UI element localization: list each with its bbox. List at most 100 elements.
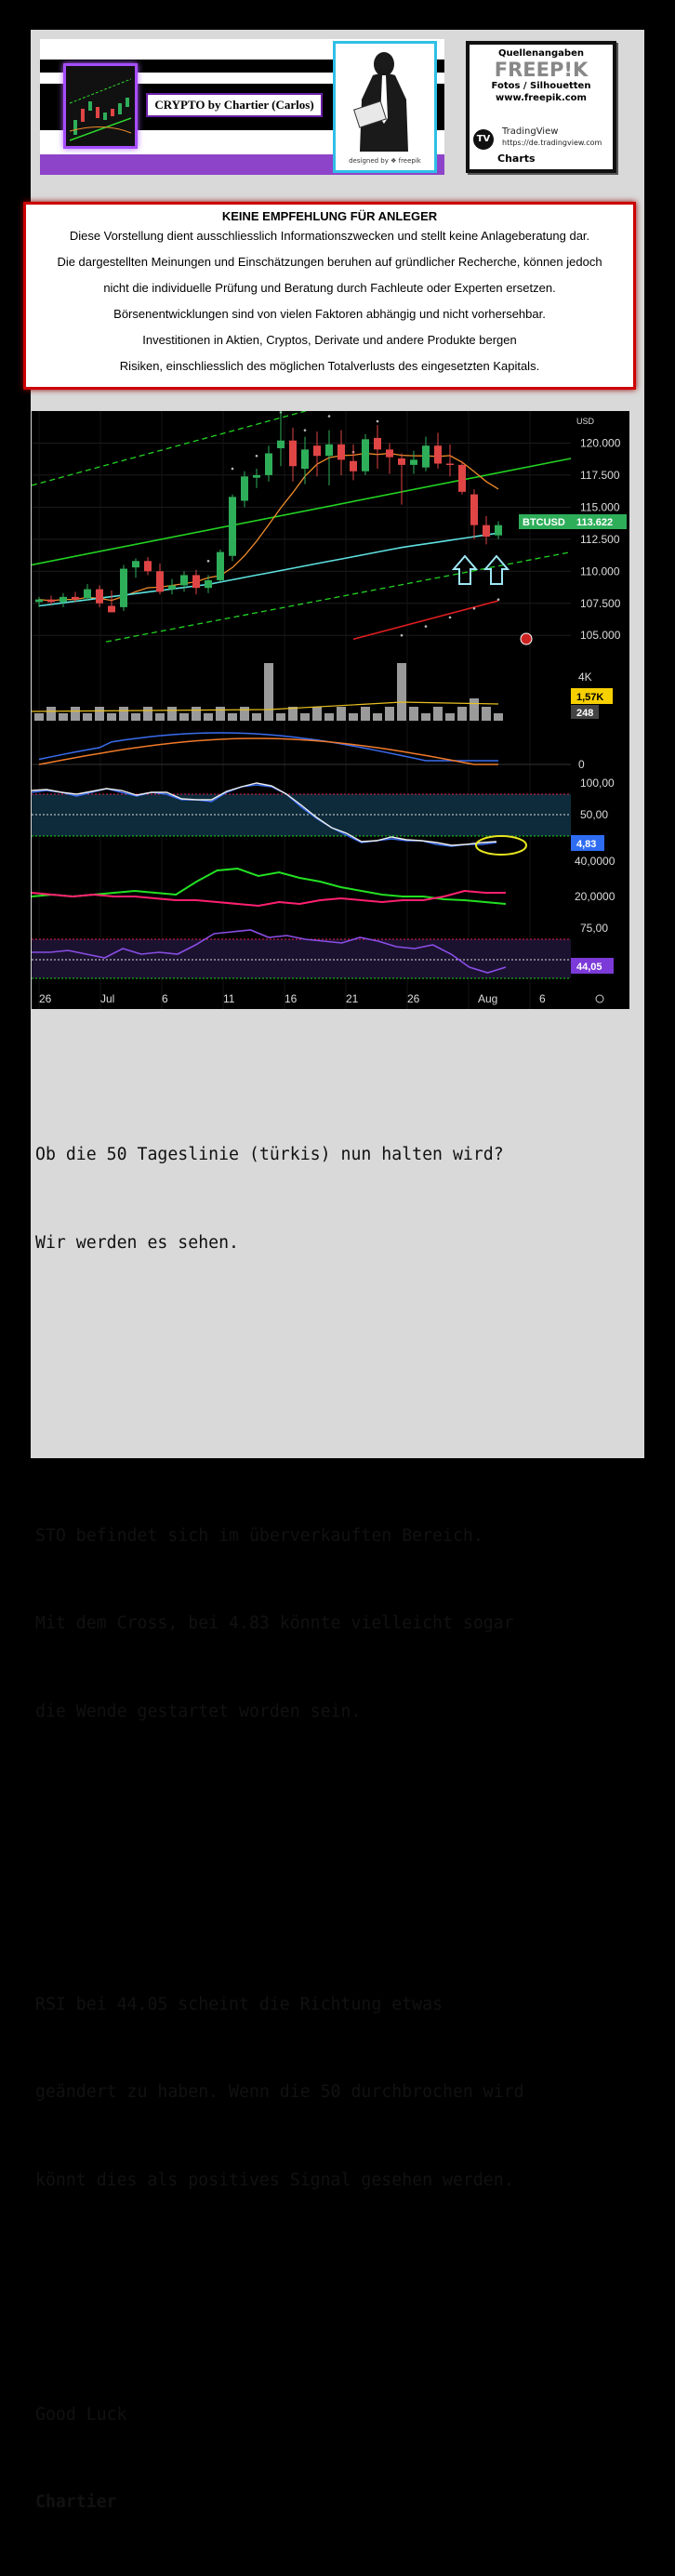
text-line: Wir werden es sehen. — [35, 1232, 239, 1253]
chart-canvas: 120.000 117.500 115.000 112.500 110.000 107.5… — [31, 402, 627, 1009]
sar-dot — [472, 606, 476, 610]
signature: Chartier — [35, 2492, 117, 2512]
candle-body — [35, 599, 43, 603]
candle-body — [60, 596, 67, 603]
volume-bar — [107, 713, 116, 721]
candle-body — [156, 571, 164, 592]
trendline — [31, 458, 572, 566]
tradingview-name: TradingView — [502, 126, 559, 137]
settings-gear-icon — [595, 994, 604, 1003]
candle-body — [483, 524, 490, 538]
candle-body — [325, 444, 333, 457]
candle-body — [301, 449, 309, 470]
volume-bar — [216, 707, 225, 721]
tradingview-url[interactable]: https://de.tradingview.com — [502, 139, 602, 147]
channel-upper — [31, 404, 330, 486]
sar-dot — [448, 616, 452, 619]
sto-tick-label: 50,00 — [580, 808, 608, 821]
sar-dot — [376, 419, 379, 423]
disclaimer-line: Risiken, einschliesslich des möglichen T… — [119, 359, 540, 373]
sto-value: 4,83 — [576, 839, 596, 850]
volume-bar — [204, 713, 213, 721]
macd-tick-label: 0 — [578, 758, 585, 771]
last-price-badge — [573, 514, 627, 529]
candle-body — [180, 575, 188, 586]
volume-bar — [264, 663, 273, 721]
volume-bar — [385, 707, 394, 721]
sar-dot — [303, 429, 307, 432]
volume-bar — [34, 713, 44, 721]
x-tick-label: 26 — [39, 992, 52, 1005]
volume-value: 248 — [576, 708, 593, 719]
candle-body — [229, 497, 236, 556]
volume-bar — [228, 713, 237, 721]
annotation-up-arrow-icon — [451, 554, 479, 585]
volume-bar — [192, 707, 201, 721]
sar-dot — [255, 454, 258, 458]
sar-dot — [231, 467, 234, 471]
annotation-up-arrow-icon — [483, 554, 510, 585]
candle-body — [108, 605, 115, 613]
candle-body — [47, 599, 55, 603]
btcusd-chart-screenshot: 120.000 117.500 115.000 112.500 110.000 107.5… — [31, 402, 629, 1009]
volume-bar — [482, 707, 491, 721]
rsi-value: 44,05 — [576, 962, 602, 973]
price-tick-label: 112.500 — [580, 533, 620, 546]
rsi-value-badge — [571, 958, 614, 974]
volume-bar — [494, 713, 503, 721]
volume-bar — [276, 713, 285, 721]
candle-body — [132, 561, 139, 568]
candle-body — [277, 440, 285, 448]
x-tick-label: 11 — [223, 992, 235, 1005]
volume-bar — [119, 707, 128, 721]
text-line: Mit dem Cross, bei 4.83 könnte vielleich… — [35, 1613, 514, 1633]
sar-dot — [400, 633, 404, 637]
post-text: Ob die 50 Tageslinie (türkis) nun halten… — [35, 1023, 640, 2576]
candle-body — [144, 561, 152, 572]
freepik-url[interactable]: www.freepik.com — [496, 93, 587, 103]
x-tick-label: 16 — [285, 992, 298, 1005]
candle-body — [265, 453, 272, 475]
last-price-label: 113.622 — [576, 517, 613, 528]
candle-body — [362, 439, 369, 471]
price-tick-label: 120.000 — [580, 436, 621, 449]
text-line: STO befindet sich im überverkauften Bere… — [35, 1525, 483, 1546]
candle-body — [338, 444, 345, 460]
text-line: RSI bei 44.05 scheint die Richtung etwas — [35, 1994, 443, 2014]
dmi-plus-line — [31, 867, 507, 905]
volume-bar — [445, 713, 455, 721]
paragraph-ma50: Ob die 50 Tageslinie (türkis) nun halten… — [35, 1082, 640, 1316]
candle-body — [289, 440, 297, 467]
price-tick-label: 110.000 — [580, 564, 620, 578]
rsi-line — [32, 929, 507, 974]
volume-badge — [571, 705, 599, 719]
volume-bar — [349, 713, 358, 721]
tradingview-credit: TV TradingView https://de.tradingview.co… — [473, 126, 613, 151]
candle-body — [313, 445, 321, 457]
candle-body — [386, 449, 393, 458]
post-card: CRYPTO by Chartier (Carlos) designed by … — [23, 30, 644, 2512]
candle-body — [350, 460, 357, 471]
sar-dot — [327, 415, 331, 418]
disclaimer-line: Diese Vorstellung dient ausschliesslich … — [69, 229, 590, 243]
volume-bar — [71, 707, 80, 721]
sources-heading: Quellenangaben — [498, 48, 584, 59]
sar-dot — [206, 559, 210, 563]
candle-body — [422, 445, 430, 468]
volume-bar — [337, 707, 346, 721]
dmi-tick-label: 20,0000 — [575, 890, 615, 903]
volume-bar — [457, 707, 467, 721]
sto-d-line — [31, 782, 497, 846]
candle-body — [374, 437, 381, 450]
price-tick-label: 105.000 — [580, 629, 621, 642]
sar-dot — [424, 625, 428, 628]
disclaimer-line: Investitionen in Aktien, Cryptos, Deriva… — [142, 333, 517, 347]
volume-bar — [324, 713, 334, 721]
volume-bar — [312, 707, 322, 721]
volume-bar — [397, 663, 406, 721]
volume-bar — [143, 707, 152, 721]
disclaimer-line: Börsenentwicklungen sind von vielen Fakt… — [113, 307, 546, 321]
price-tick-label: 107.500 — [580, 597, 621, 610]
volume-bar — [240, 707, 249, 721]
blog-title: CRYPTO by Chartier (Carlos) — [146, 93, 323, 117]
